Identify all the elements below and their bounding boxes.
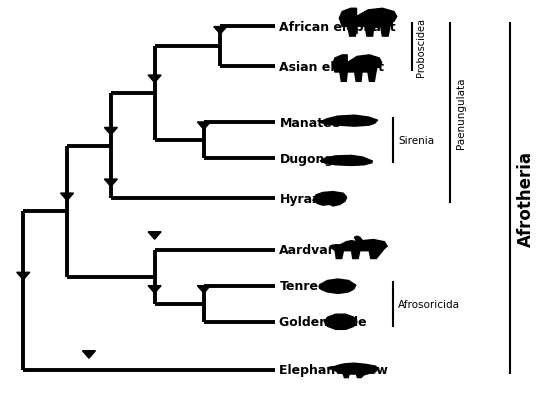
Text: African elephant: African elephant	[279, 21, 396, 34]
Polygon shape	[60, 194, 74, 201]
Text: Paenungulata: Paenungulata	[455, 77, 466, 148]
Text: Aardvark: Aardvark	[279, 244, 344, 257]
Polygon shape	[339, 9, 397, 37]
Polygon shape	[320, 156, 372, 166]
Polygon shape	[148, 232, 161, 240]
Polygon shape	[148, 286, 161, 294]
Polygon shape	[324, 314, 357, 330]
Polygon shape	[214, 28, 227, 35]
Polygon shape	[16, 273, 30, 280]
Polygon shape	[104, 128, 117, 136]
Polygon shape	[328, 363, 378, 378]
Text: Manatee: Manatee	[279, 116, 340, 130]
Text: Afrotheria: Afrotheria	[517, 151, 535, 246]
Text: Hyrax: Hyrax	[279, 192, 321, 205]
Text: Asian elephant: Asian elephant	[279, 61, 384, 73]
Text: Elephant shrew: Elephant shrew	[279, 363, 388, 376]
Polygon shape	[320, 279, 356, 294]
Polygon shape	[197, 123, 210, 130]
Polygon shape	[148, 76, 161, 83]
Text: Golden mole: Golden mole	[279, 316, 367, 328]
Polygon shape	[329, 237, 387, 259]
Polygon shape	[82, 351, 96, 358]
Polygon shape	[104, 180, 117, 187]
Text: Afrosoricida: Afrosoricida	[398, 299, 460, 309]
Polygon shape	[313, 192, 346, 207]
Text: Sirenia: Sirenia	[398, 136, 434, 146]
Text: Dugong: Dugong	[279, 152, 334, 165]
Polygon shape	[332, 56, 382, 82]
Polygon shape	[197, 286, 210, 294]
Text: Proboscidea: Proboscidea	[416, 18, 426, 77]
Text: Tenrec: Tenrec	[279, 279, 326, 293]
Polygon shape	[320, 116, 378, 127]
